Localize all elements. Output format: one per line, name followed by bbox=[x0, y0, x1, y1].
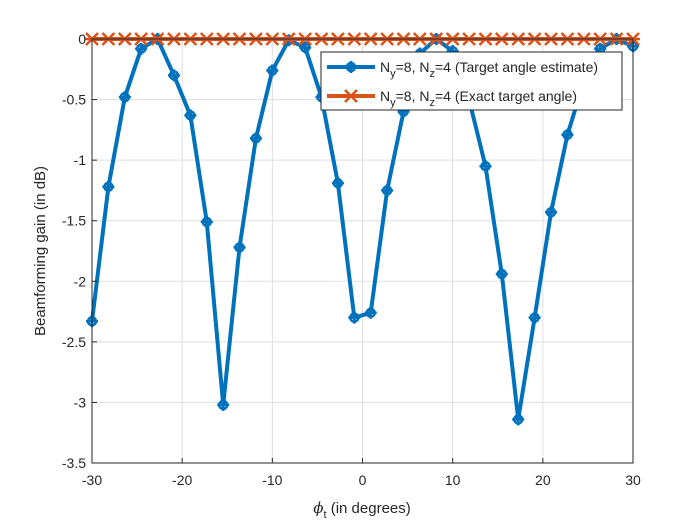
x-axis-symbol: ϕ bbox=[313, 499, 323, 517]
y-axis-label: Beamforming gain (in dB) bbox=[32, 166, 49, 336]
data-point bbox=[561, 128, 574, 141]
legend-label-1: Ny=8, Nz=4 (Target angle estimate) bbox=[380, 59, 598, 80]
data-point bbox=[512, 413, 525, 426]
legend-marker bbox=[345, 61, 357, 73]
data-point bbox=[381, 184, 394, 197]
legend-text-part: =4 (Target angle estimate) bbox=[435, 59, 598, 75]
data-point bbox=[135, 42, 148, 55]
x-tick-label: -10 bbox=[262, 472, 282, 488]
y-tick-label: -3 bbox=[74, 394, 87, 410]
ticks: -30 -20 -10 0 10 20 30 0 -0.5 -1 -1.5 -2 -2.5 -3 -3.5 bbox=[62, 31, 641, 488]
data-point bbox=[299, 41, 312, 54]
x-axis-subscript: t bbox=[323, 509, 326, 521]
data-point bbox=[479, 160, 492, 173]
x-tick-label: -30 bbox=[82, 472, 102, 488]
x-tick-label: 0 bbox=[359, 472, 367, 488]
data-point bbox=[545, 206, 558, 219]
x-tick-label: 10 bbox=[445, 472, 461, 488]
x-tick-label: 30 bbox=[625, 472, 641, 488]
y-tick-label: -0.5 bbox=[62, 92, 86, 108]
y-tick-label: -3.5 bbox=[62, 455, 86, 471]
series-line-1 bbox=[90, 37, 634, 422]
x-tick-label: -20 bbox=[172, 472, 192, 488]
data-point bbox=[233, 241, 246, 254]
y-tick-label: 0 bbox=[78, 31, 86, 47]
x-axis-label: ϕt (in degrees) bbox=[313, 499, 411, 521]
data-point bbox=[102, 180, 115, 193]
data-point bbox=[118, 91, 131, 104]
legend-marker bbox=[344, 89, 358, 103]
data-point bbox=[217, 398, 230, 411]
data-point bbox=[249, 132, 262, 145]
legend-text-part: z bbox=[429, 68, 435, 80]
legend-text-part: =4 (Exact target angle) bbox=[435, 88, 577, 104]
legend-text-part: z bbox=[429, 97, 435, 109]
legend-text-part: =8, N bbox=[396, 88, 430, 104]
legend-label-2: Ny=8, Nz=4 (Exact target angle) bbox=[380, 88, 577, 109]
x-tick-label: 20 bbox=[535, 472, 551, 488]
y-tick-label: -2 bbox=[74, 273, 87, 289]
data-point bbox=[348, 311, 361, 324]
x-axis-text: (in degrees) bbox=[331, 500, 411, 517]
legend-text-part: N bbox=[380, 59, 390, 75]
data-point bbox=[364, 306, 377, 319]
data-point bbox=[331, 177, 344, 190]
y-tick-label: -2.5 bbox=[62, 334, 86, 350]
data-point bbox=[167, 69, 180, 82]
legend-text-part: =8, N bbox=[396, 59, 430, 75]
y-tick-label: -1.5 bbox=[62, 213, 86, 229]
legend[interactable]: Ny=8, Nz=4 (Target angle estimate)Ny=8, … bbox=[320, 51, 623, 111]
legend-text-part: y bbox=[390, 97, 396, 109]
legend-text-part: N bbox=[380, 88, 390, 104]
legend-text-part: y bbox=[390, 68, 396, 80]
data-point bbox=[200, 215, 213, 228]
data-point bbox=[495, 268, 508, 281]
legend-box bbox=[320, 51, 623, 111]
data-point bbox=[528, 311, 541, 324]
data-point bbox=[184, 109, 197, 122]
data-point bbox=[266, 64, 279, 77]
y-tick-label: -1 bbox=[74, 152, 87, 168]
